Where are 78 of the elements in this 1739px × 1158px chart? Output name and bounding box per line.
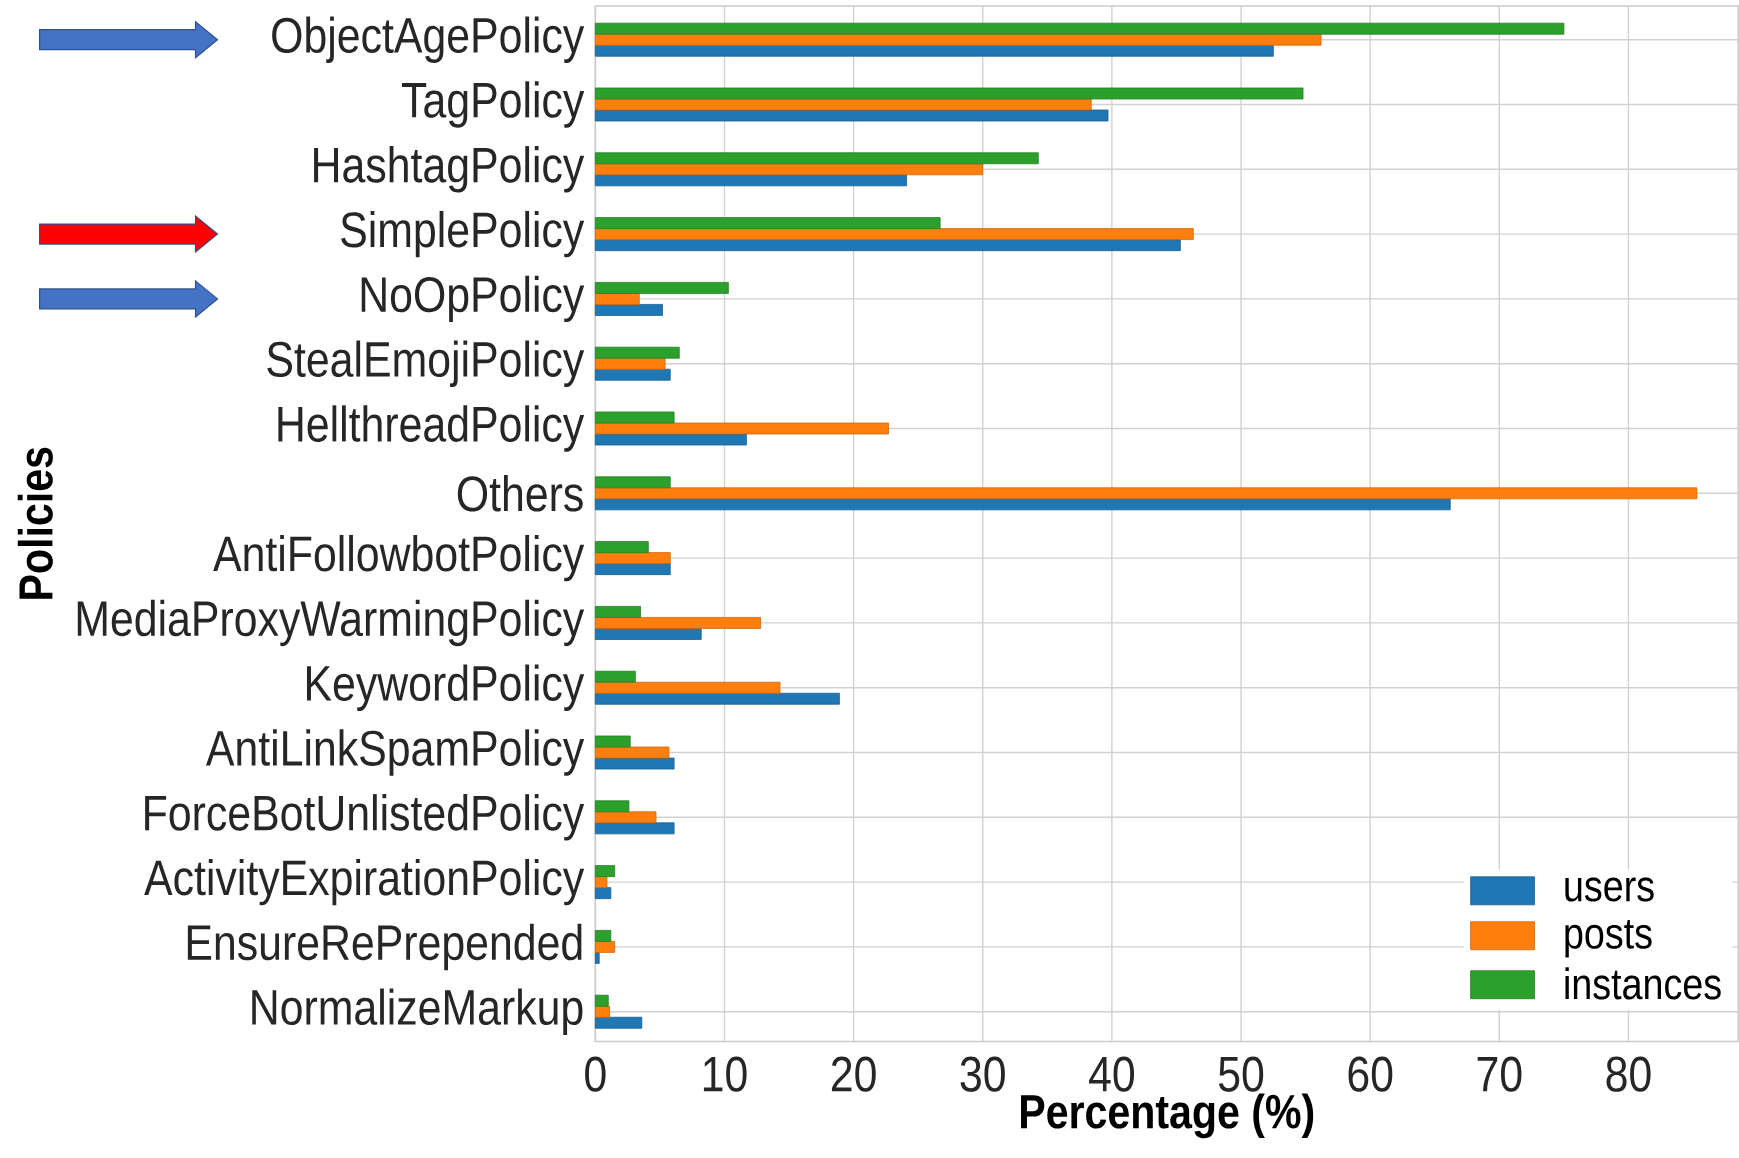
bar bbox=[594, 44, 1274, 57]
bar bbox=[594, 551, 671, 564]
legend-label: posts bbox=[1565, 919, 1652, 958]
bar bbox=[594, 87, 1304, 100]
bar bbox=[594, 292, 640, 305]
bar bbox=[594, 540, 649, 553]
bar bbox=[594, 940, 616, 953]
bar bbox=[594, 864, 616, 877]
bar bbox=[594, 216, 941, 229]
bar bbox=[594, 281, 729, 294]
y-tick-label: ForceBotUnlistedPolicy bbox=[145, 793, 585, 841]
legend-label: instances bbox=[1565, 967, 1721, 1000]
x-tick-label: 40 bbox=[1089, 1056, 1135, 1092]
bar bbox=[594, 951, 600, 964]
x-tick-label: 0 bbox=[585, 1056, 606, 1092]
bar bbox=[594, 98, 1092, 111]
bar bbox=[594, 735, 631, 748]
bar bbox=[594, 1016, 643, 1029]
y-tick-label: NoOpPolicy bbox=[361, 275, 585, 322]
y-tick-label: Others bbox=[457, 474, 583, 512]
bar bbox=[594, 174, 907, 186]
x-tick-label: 70 bbox=[1477, 1056, 1522, 1092]
bar bbox=[594, 670, 636, 683]
y-tick-label: AntiFollowbotPolicy bbox=[213, 534, 585, 582]
bar bbox=[594, 476, 671, 488]
bar bbox=[594, 433, 747, 446]
legend-label: users bbox=[1565, 877, 1654, 902]
x-tick-label: 50 bbox=[1218, 1056, 1264, 1092]
y-tick-label: ActivityExpirationPolicy bbox=[144, 858, 585, 906]
bar bbox=[594, 800, 630, 812]
bar bbox=[594, 681, 781, 694]
bar bbox=[594, 605, 641, 618]
bar bbox=[594, 875, 608, 888]
y-tick-label: StealEmojiPolicy bbox=[267, 340, 585, 387]
x-tick-label: 60 bbox=[1348, 1056, 1393, 1092]
bar bbox=[594, 487, 1698, 499]
bar bbox=[594, 346, 680, 359]
bar bbox=[594, 822, 675, 835]
y-tick-label: MediaProxyWarmingPolicy bbox=[77, 599, 585, 646]
bar bbox=[594, 994, 609, 1007]
y-tick-label: AntiLinkSpamPolicy bbox=[205, 729, 585, 776]
bar bbox=[594, 422, 889, 435]
bar bbox=[594, 1005, 610, 1018]
bar bbox=[594, 238, 1181, 251]
x-tick-label: 30 bbox=[960, 1056, 1005, 1092]
bar bbox=[594, 562, 671, 575]
y-tick-label: HellthreadPolicy bbox=[278, 405, 585, 452]
bar bbox=[594, 227, 1194, 240]
bar bbox=[594, 498, 1451, 510]
x-tick-label: 10 bbox=[703, 1056, 747, 1092]
bar bbox=[594, 109, 1109, 122]
y-tick-label: TagPolicy bbox=[402, 81, 585, 128]
y-tick-label: SimplePolicy bbox=[341, 210, 585, 258]
bar bbox=[594, 33, 1322, 46]
bar bbox=[594, 411, 675, 424]
y-tick-label: KeywordPolicy bbox=[306, 664, 585, 711]
bar bbox=[594, 746, 670, 759]
y-tick-label: HashtagPolicy bbox=[314, 145, 585, 193]
bar bbox=[594, 887, 612, 899]
bar bbox=[594, 616, 762, 629]
y-tick-label: ObjectAgePolicy bbox=[272, 16, 585, 63]
bar bbox=[594, 303, 663, 316]
bar bbox=[594, 357, 666, 370]
bar bbox=[594, 811, 657, 823]
x-tick-label: 20 bbox=[831, 1056, 876, 1092]
x-axis-title: Percentage (%) bbox=[1021, 1093, 1314, 1139]
bar bbox=[594, 163, 984, 175]
bar bbox=[594, 627, 702, 640]
bar bbox=[594, 757, 675, 770]
bar bbox=[594, 929, 612, 942]
x-tick-label: 80 bbox=[1606, 1056, 1651, 1092]
y-tick-label: NormalizeMarkup bbox=[252, 988, 583, 1035]
bar bbox=[594, 368, 671, 381]
y-tick-label: EnsureRePrepended bbox=[187, 923, 582, 970]
y-axis-title: Policies bbox=[17, 447, 53, 599]
bar bbox=[594, 22, 1565, 35]
bar bbox=[594, 152, 1039, 164]
bar bbox=[594, 692, 840, 705]
